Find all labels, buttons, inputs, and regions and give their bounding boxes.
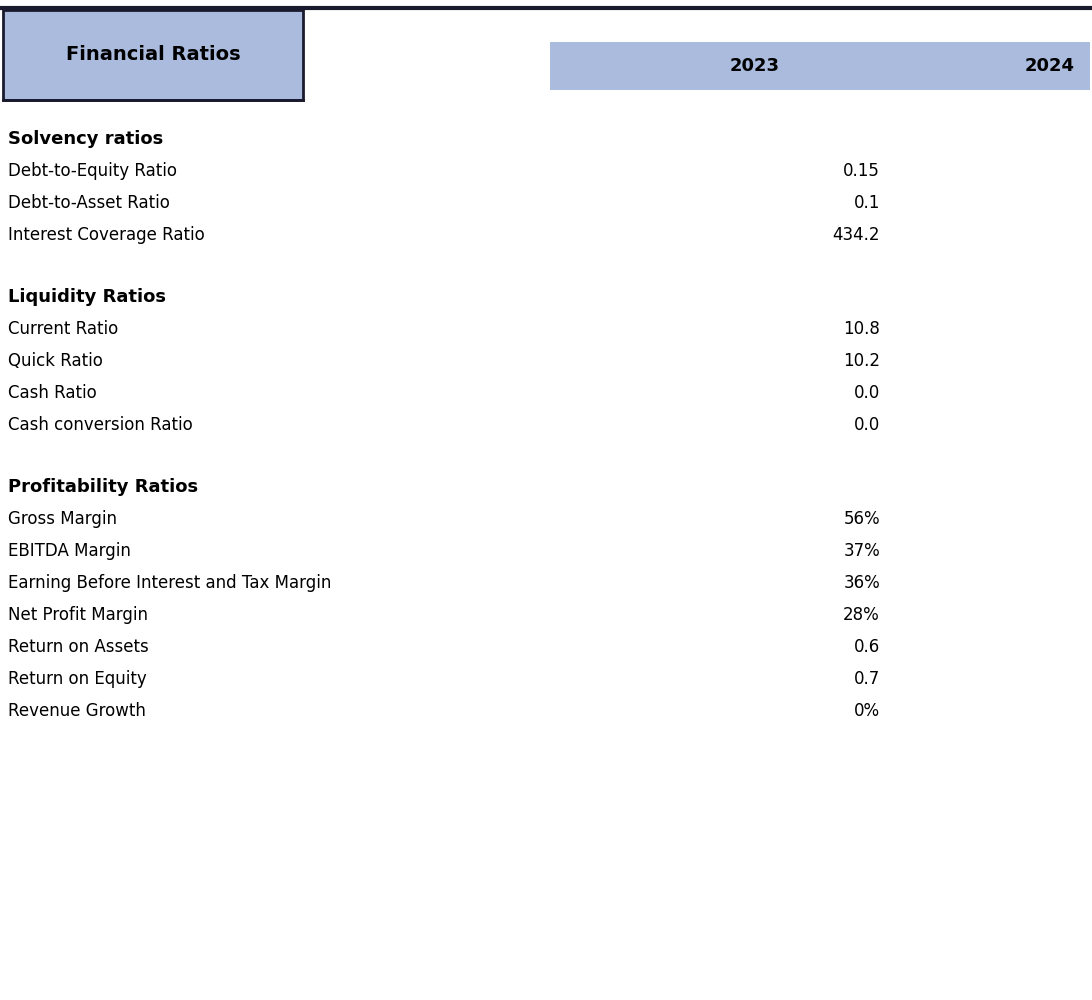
Text: Interest Coverage Ratio: Interest Coverage Ratio [8, 226, 205, 244]
Text: 0.7: 0.7 [854, 670, 880, 688]
Text: Return on Equity: Return on Equity [8, 670, 146, 688]
Text: Current Ratio: Current Ratio [8, 320, 118, 338]
Text: Gross Margin: Gross Margin [8, 510, 117, 528]
Text: EBITDA Margin: EBITDA Margin [8, 542, 131, 560]
Text: 28%: 28% [843, 606, 880, 624]
Text: 434.2: 434.2 [832, 226, 880, 244]
Text: Earning Before Interest and Tax Margin: Earning Before Interest and Tax Margin [8, 574, 331, 592]
Text: Revenue Growth: Revenue Growth [8, 702, 146, 720]
Text: 2023: 2023 [729, 57, 780, 75]
Bar [550, 42, 1090, 90]
Text: Debt-to-Asset Ratio: Debt-to-Asset Ratio [8, 194, 170, 212]
Text: 37%: 37% [843, 542, 880, 560]
Text: Cash conversion Ratio: Cash conversion Ratio [8, 416, 193, 434]
Text: Quick Ratio: Quick Ratio [8, 352, 103, 370]
Text: 2024: 2024 [1025, 57, 1075, 75]
Text: Liquidity Ratios: Liquidity Ratios [8, 288, 166, 306]
Bar [3, 10, 302, 100]
Text: 0.6: 0.6 [854, 638, 880, 656]
Text: 36%: 36% [843, 574, 880, 592]
Text: Profitability Ratios: Profitability Ratios [8, 478, 198, 496]
Text: Financial Ratios: Financial Ratios [66, 45, 240, 64]
Text: 0.15: 0.15 [843, 162, 880, 180]
Text: Cash Ratio: Cash Ratio [8, 384, 97, 402]
Text: Solvency ratios: Solvency ratios [8, 130, 163, 148]
Text: 0.0: 0.0 [854, 416, 880, 434]
Text: 0%: 0% [854, 702, 880, 720]
Text: Debt-to-Equity Ratio: Debt-to-Equity Ratio [8, 162, 177, 180]
Text: 10.2: 10.2 [843, 352, 880, 370]
Text: 10.8: 10.8 [843, 320, 880, 338]
Text: 0.1: 0.1 [854, 194, 880, 212]
Text: 56%: 56% [843, 510, 880, 528]
Text: Net Profit Margin: Net Profit Margin [8, 606, 149, 624]
Text: 0.0: 0.0 [854, 384, 880, 402]
Text: Return on Assets: Return on Assets [8, 638, 149, 656]
